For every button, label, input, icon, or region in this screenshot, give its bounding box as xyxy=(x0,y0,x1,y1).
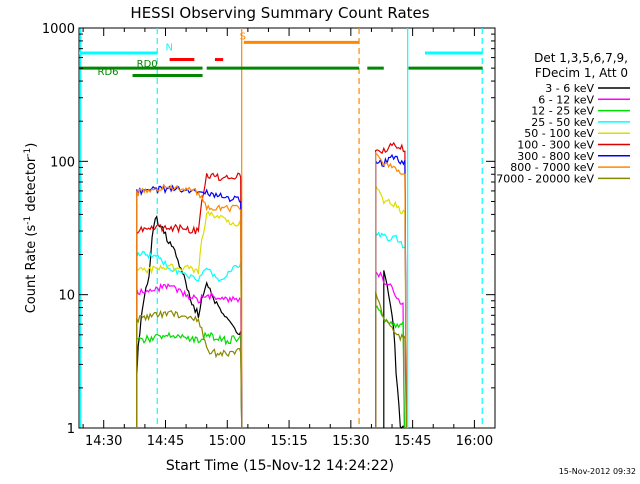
x-tick-label: 15:45 xyxy=(394,434,431,449)
y-tick-label: 100 xyxy=(50,155,75,170)
plot-frame xyxy=(78,27,496,429)
axis-ticks: 14:30 14:45 15:00 15:15 15:30 15:45 16:00 1 10 10… xyxy=(42,22,496,449)
x-tick-label: 14:30 xyxy=(85,434,122,449)
legend-label-7: 800 - 7000 keV xyxy=(510,161,594,174)
x-axis-label: Start Time (15-Nov-12 14:24:22) xyxy=(166,458,394,474)
legend-label-2: 12 - 25 keV xyxy=(531,105,594,118)
y-axis-label-mid: detector xyxy=(24,156,39,216)
legend-label-1: 6 - 12 keV xyxy=(538,93,594,106)
series-line-3-orbit2 xyxy=(375,231,407,429)
y-axis-label-exp1: -1 xyxy=(23,216,33,225)
legend-label-6: 300 - 800 keV xyxy=(517,150,594,163)
y-tick-label: 10 xyxy=(58,289,75,304)
y-axis-label: Count Rate (s-1 detector-1) xyxy=(23,143,39,314)
legend-label-5: 100 - 300 keV xyxy=(517,139,594,152)
series-layer xyxy=(136,141,407,429)
chart-title: HESSI Observing Summary Count Rates xyxy=(130,4,429,22)
series-line-7-orbit2 xyxy=(375,151,407,429)
legend-label-0: 3 - 6 keV xyxy=(545,82,594,95)
series-line-3-orbit1 xyxy=(136,250,243,429)
x-tick-label: 15:15 xyxy=(270,434,307,449)
series-line-0-orbit2 xyxy=(383,270,405,429)
y-tick-label: 1 xyxy=(67,422,75,437)
x-tick-label: 15:30 xyxy=(332,434,369,449)
x-tick-label: 14:45 xyxy=(147,434,184,449)
legend-header-line1: Det 1,3,5,6,7,9, xyxy=(534,51,628,65)
flag-label-2: RD0 xyxy=(137,59,158,70)
flag-label-1: S xyxy=(240,31,246,42)
y-tick-label: 1000 xyxy=(42,22,75,37)
series-line-8-orbit1 xyxy=(136,309,243,429)
legend-label-8: 7000 - 20000 keV xyxy=(496,172,594,185)
series-line-4-orbit2 xyxy=(375,185,407,429)
legend-label-3: 25 - 50 keV xyxy=(531,116,594,129)
legend: Det 1,3,5,6,7,9, FDecim 1, Att 0 3 - 6 k… xyxy=(496,51,630,185)
x-tick-label: 15:00 xyxy=(209,434,246,449)
series-line-6-orbit2 xyxy=(375,153,407,429)
footer-timestamp: 15-Nov-2012 09:32 xyxy=(559,467,636,476)
series-line-2-orbit1 xyxy=(136,331,243,429)
series-line-0-orbit1 xyxy=(136,214,243,429)
flag-bars: N S RD0 RD6 xyxy=(79,31,483,78)
series-line-5-orbit1 xyxy=(136,172,243,429)
series-line-5-orbit2 xyxy=(375,141,407,429)
legend-header-line2: FDecim 1, Att 0 xyxy=(535,66,628,80)
series-line-4-orbit1 xyxy=(136,210,243,429)
flag-label-0: N xyxy=(165,42,172,53)
orbit-boundary-lines xyxy=(80,28,483,428)
series-line-1-orbit1 xyxy=(136,282,243,429)
y-axis-label-exp2: -1 xyxy=(23,148,33,157)
flag-label-3: RD6 xyxy=(98,67,119,78)
series-line-8-orbit2 xyxy=(375,291,407,429)
y-axis-label-close: ) xyxy=(24,143,39,148)
y-axis-label-main: Count Rate (s xyxy=(24,225,39,314)
series-line-7-orbit1 xyxy=(136,183,243,429)
x-tick-label: 16:00 xyxy=(456,434,493,449)
series-line-1-orbit2 xyxy=(375,269,405,429)
series-line-6-orbit1 xyxy=(136,184,243,429)
legend-label-4: 50 - 100 keV xyxy=(524,127,594,140)
